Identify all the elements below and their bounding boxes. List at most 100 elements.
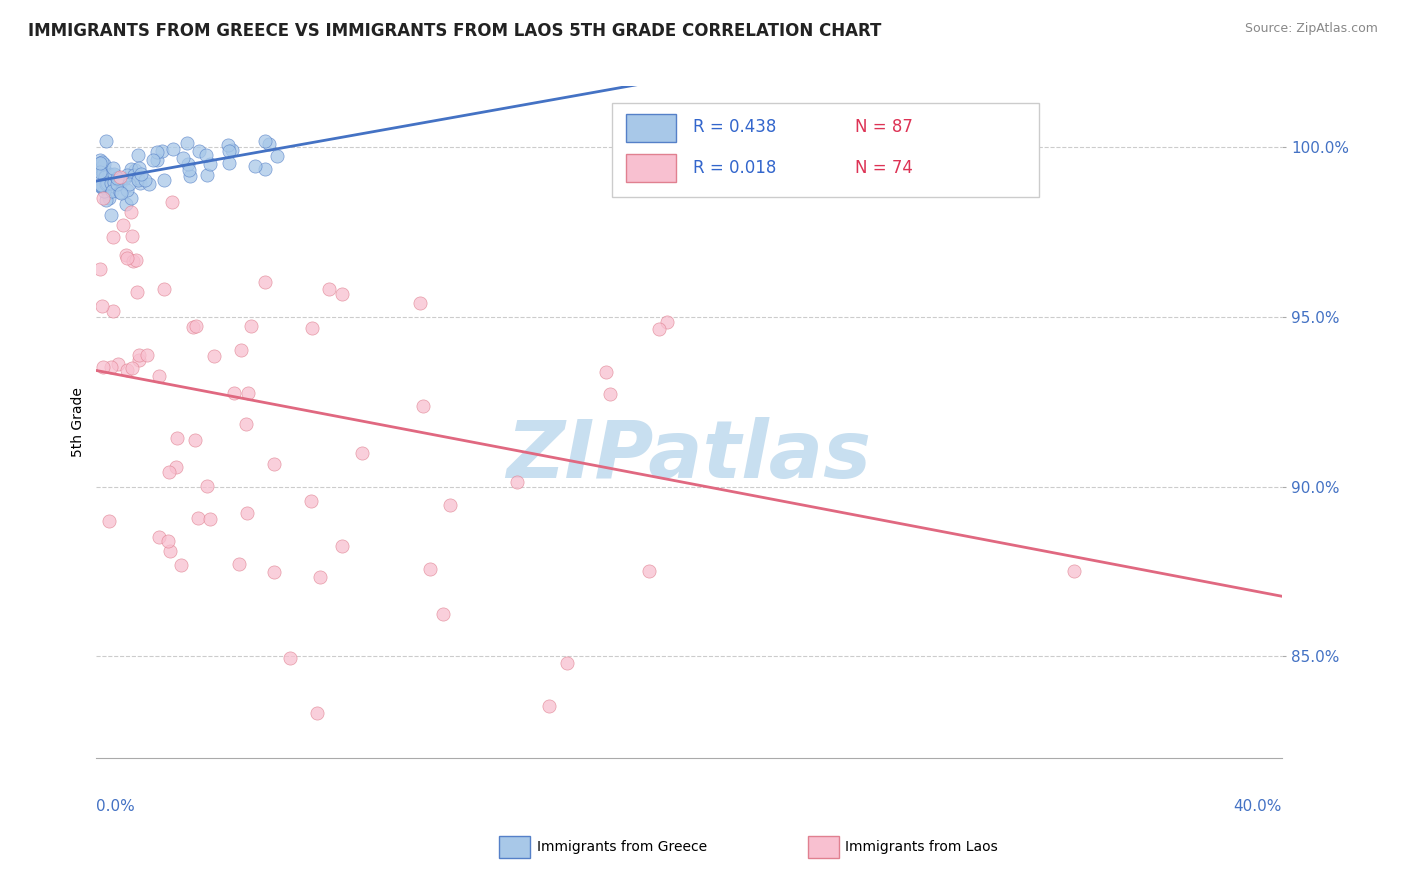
Point [91,359,114,374]
Point [235,506,257,520]
Point [104,168,127,182]
Point [409,296,432,310]
Point [138,178,160,192]
Point [110,186,132,200]
Point [103,167,125,181]
Point [129,176,152,190]
Point [266,148,288,162]
Point [184,433,207,447]
Point [301,320,323,334]
Point [218,145,240,159]
Point [90,161,112,176]
Point [148,369,170,384]
Text: Immigrants from Greece: Immigrants from Greece [537,840,707,855]
Point [350,445,373,459]
Point [134,172,156,186]
Point [129,167,152,181]
Point [253,161,276,176]
FancyBboxPatch shape [626,114,676,142]
Point [263,565,285,579]
Text: Immigrants from Laos: Immigrants from Laos [845,840,998,855]
Point [595,364,617,378]
Point [93,161,115,176]
FancyBboxPatch shape [626,154,676,182]
Point [108,170,131,185]
Point [94,170,117,185]
Point [299,494,322,508]
Point [179,169,201,183]
Point [115,183,138,197]
Point [97,168,120,182]
Point [107,357,129,371]
Text: R = 0.018: R = 0.018 [693,159,776,177]
Point [91,166,114,180]
Point [96,174,118,188]
Point [200,157,222,171]
Point [89,156,111,170]
Text: N = 87: N = 87 [855,118,912,136]
Point [127,173,149,187]
Point [330,286,353,301]
Text: IMMIGRANTS FROM GREECE VS IMMIGRANTS FROM LAOS 5TH GRADE CORRELATION CHART: IMMIGRANTS FROM GREECE VS IMMIGRANTS FRO… [28,22,882,40]
Point [228,557,250,571]
Point [125,285,148,299]
Point [90,173,112,187]
Point [330,539,353,553]
Text: N = 74: N = 74 [855,159,912,177]
Point [222,385,245,400]
Point [122,168,145,182]
Point [142,153,165,167]
Point [195,168,218,182]
Text: 0.0%: 0.0% [97,798,135,814]
Point [236,385,259,400]
Point [91,180,114,194]
Point [98,191,121,205]
Point [100,208,122,222]
FancyBboxPatch shape [612,103,1039,197]
Point [537,698,560,713]
Point [96,134,118,148]
Point [120,191,142,205]
Point [172,151,194,165]
Point [96,176,118,190]
Point [188,144,211,158]
Point [128,353,150,368]
Point [125,253,148,268]
Point [90,179,112,194]
Point [91,191,114,205]
Point [101,185,124,199]
Text: ZIPatlas: ZIPatlas [506,417,872,495]
Text: 40.0%: 40.0% [1233,798,1282,814]
Point [108,170,131,185]
Point [98,515,121,529]
Point [506,475,529,490]
Point [195,479,218,493]
Point [91,163,114,178]
Point [217,137,239,152]
Point [121,229,143,244]
Point [432,607,454,621]
Point [159,543,181,558]
Point [148,530,170,544]
Point [1063,565,1085,579]
Point [179,163,201,178]
Point [245,159,267,173]
Point [194,148,217,162]
Point [166,431,188,445]
Point [419,562,441,576]
Point [124,163,146,178]
Point [90,159,112,173]
Point [253,134,276,148]
Point [181,319,204,334]
Point [165,460,187,475]
Point [218,156,240,170]
Point [176,136,198,150]
Point [90,178,112,193]
Text: R = 0.438: R = 0.438 [693,118,776,136]
Text: Source: ZipAtlas.com: Source: ZipAtlas.com [1244,22,1378,36]
Point [157,465,180,479]
Point [156,534,179,549]
Point [648,322,671,336]
Point [89,164,111,178]
Point [89,153,111,168]
